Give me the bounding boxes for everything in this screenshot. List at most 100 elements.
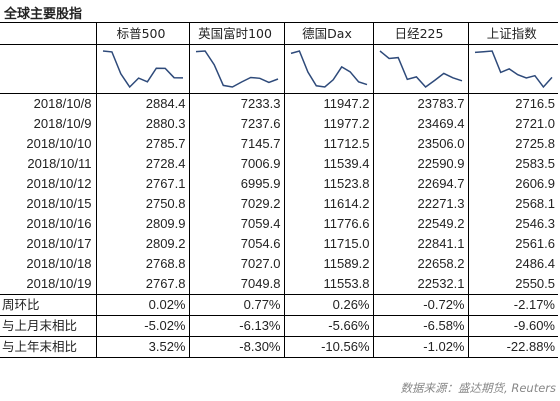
value-cell-shanghai: 2583.5	[467, 154, 558, 174]
value-cell-dax: 11523.8	[283, 174, 373, 194]
value-cell-nikkei225: 22549.2	[372, 214, 468, 234]
summary-cell-shanghai: -9.60%	[467, 315, 558, 337]
date-cell: 2018/10/11	[27, 156, 92, 171]
value-cell-sp500: 2884.4	[95, 93, 189, 114]
value-cell-ftse100: 7233.3	[188, 93, 284, 114]
table-row: 2018/10/16 2809.9 7059.4 11776.6 22549.2 2546…	[0, 214, 558, 234]
summary-cell-dax: 0.26%	[283, 294, 373, 316]
summary-row: 与上月末相比 -5.02% -6.13% -5.66% -6.58% -9.60%	[0, 315, 558, 337]
value-cell-sp500: 2767.1	[95, 174, 189, 194]
summary-row: 周环比 0.02% 0.77% 0.26% -0.72% -2.17%	[0, 294, 558, 316]
date-cell: 2018/10/19	[26, 276, 92, 291]
summary-cell-sp500: 0.02%	[95, 294, 189, 316]
value-cell-dax: 11712.5	[283, 134, 373, 154]
header-nikkei225: 日经225	[372, 22, 468, 45]
value-cell-dax: 11977.2	[283, 114, 373, 134]
sparkline-cell-shanghai	[467, 44, 558, 94]
date-cell: 2018/10/17	[26, 236, 92, 251]
value-cell-ftse100: 6995.9	[188, 174, 284, 194]
date-cell: 2018/10/10	[26, 136, 92, 151]
date-cell: 2018/10/8	[33, 96, 92, 111]
value-cell-sp500: 2880.3	[95, 114, 189, 134]
sparkline-path	[379, 50, 462, 89]
sparkline-cell-sp500	[95, 44, 189, 94]
value-cell-shanghai: 2546.3	[467, 214, 558, 234]
table-row: 2018/10/17 2809.2 7054.6 11715.0 22841.1 2561…	[0, 234, 558, 254]
table-row: 2018/10/11 2728.4 7006.9 11539.4 22590.9 2583…	[0, 154, 558, 174]
summary-cell-sp500: -5.02%	[95, 315, 189, 337]
date-cell: 2018/10/15	[26, 196, 92, 211]
table-row: 2018/10/9 2880.3 7237.6 11977.2 23469.4 2721.…	[0, 114, 558, 134]
sparkline-ftse100	[195, 50, 278, 88]
value-cell-nikkei225: 22590.9	[372, 154, 468, 174]
value-cell-shanghai: 2561.6	[467, 234, 558, 254]
value-cell-nikkei225: 22271.3	[372, 194, 468, 214]
table-row: 2018/10/19 2767.8 7049.8 11553.8 22532.1 2550…	[0, 274, 558, 295]
value-cell-nikkei225: 23783.7	[372, 93, 468, 114]
value-cell-ftse100: 7049.8	[188, 274, 284, 295]
summary-cell-nikkei225: -0.72%	[372, 294, 468, 316]
sparkline-path	[474, 50, 553, 89]
table-row: 2018/10/15 2750.8 7029.2 11614.2 22271.3 2568…	[0, 194, 558, 214]
value-cell-shanghai: 2486.4	[467, 254, 558, 274]
value-cell-ftse100: 7059.4	[188, 214, 284, 234]
data-source-note: 数据来源：盛达期货, Reuters	[400, 381, 556, 395]
value-cell-sp500: 2750.8	[95, 194, 189, 214]
value-cell-ftse100: 7145.7	[188, 134, 284, 154]
header-ftse100: 英国富时100	[188, 22, 284, 45]
sparkline-path	[102, 50, 183, 89]
sparkline-corner	[0, 44, 96, 94]
sparkline-cell-nikkei225	[372, 44, 468, 94]
sparkline-cell-ftse100	[188, 44, 284, 94]
page-title: 全球主要股指	[4, 7, 83, 22]
sparkline-path	[290, 50, 367, 88]
summary-cell-ftse100: 0.77%	[188, 294, 284, 316]
value-cell-shanghai: 2550.5	[467, 274, 558, 295]
value-cell-shanghai: 2716.5	[467, 93, 558, 114]
value-cell-ftse100: 7237.6	[188, 114, 284, 134]
sparkline-path	[195, 50, 278, 88]
value-cell-shanghai: 2721.0	[467, 114, 558, 134]
summary-cell-shanghai: -2.17%	[467, 294, 558, 316]
table-row: 2018/10/10 2785.7 7145.7 11712.5 23506.0 2725…	[0, 134, 558, 154]
date-cell: 2018/10/12	[26, 176, 92, 191]
summary-cell-dax: -10.56%	[283, 336, 373, 358]
sparkline-sp500	[102, 50, 183, 89]
summary-label: 周环比	[0, 294, 96, 316]
summary-cell-nikkei225: -1.02%	[372, 336, 468, 358]
value-cell-nikkei225: 22532.1	[372, 274, 468, 295]
stock-index-table: 标普500 英国富时100 德国Dax 日经225 上证指数 2018/10/8…	[0, 22, 558, 358]
value-cell-nikkei225: 22841.1	[372, 234, 468, 254]
value-cell-nikkei225: 23506.0	[372, 134, 468, 154]
value-cell-ftse100: 7027.0	[188, 254, 284, 274]
table-row: 2018/10/12 2767.1 6995.9 11523.8 22694.7 2606…	[0, 174, 558, 194]
value-cell-ftse100: 7006.9	[188, 154, 284, 174]
header-dax: 德国Dax	[283, 22, 373, 45]
date-cell: 2018/10/9	[33, 116, 92, 131]
value-cell-dax: 11614.2	[283, 194, 373, 214]
summary-label: 与上月末相比	[0, 315, 96, 337]
value-cell-ftse100: 7054.6	[188, 234, 284, 254]
header-row: 标普500 英国富时100 德国Dax 日经225 上证指数	[0, 22, 558, 45]
summary-cell-shanghai: -22.88%	[467, 336, 558, 358]
header-sp500: 标普500	[95, 22, 189, 45]
value-cell-dax: 11539.4	[283, 154, 373, 174]
value-cell-sp500: 2809.2	[95, 234, 189, 254]
value-cell-nikkei225: 23469.4	[372, 114, 468, 134]
sparkline-cell-dax	[283, 44, 373, 94]
value-cell-dax: 11947.2	[283, 93, 373, 114]
value-cell-nikkei225: 22658.2	[372, 254, 468, 274]
value-cell-shanghai: 2725.8	[467, 134, 558, 154]
sparkline-nikkei225	[379, 50, 462, 89]
value-cell-sp500: 2768.8	[95, 254, 189, 274]
header-corner	[0, 22, 96, 45]
summary-label: 与上年末相比	[0, 336, 96, 358]
value-cell-sp500: 2785.7	[95, 134, 189, 154]
header-shanghai: 上证指数	[467, 22, 558, 45]
value-cell-nikkei225: 22694.7	[372, 174, 468, 194]
value-cell-dax: 11715.0	[283, 234, 373, 254]
table-row: 2018/10/8 2884.4 7233.3 11947.2 23783.7 2716.…	[0, 93, 558, 114]
value-cell-sp500: 2728.4	[95, 154, 189, 174]
value-cell-sp500: 2767.8	[95, 274, 189, 295]
summary-cell-ftse100: -6.13%	[188, 315, 284, 337]
